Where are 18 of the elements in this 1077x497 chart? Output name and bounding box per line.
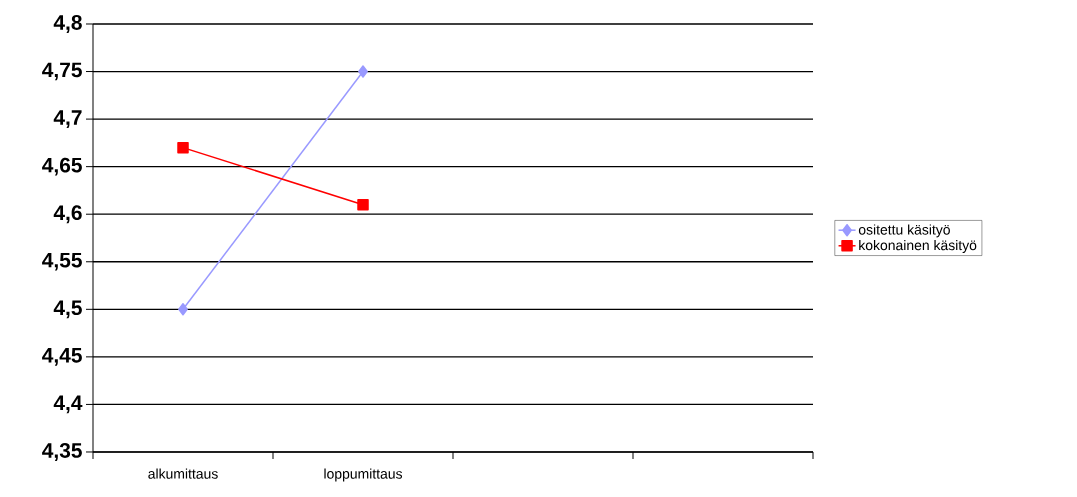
point (357, 198, 369, 211)
x-tick-label: alkumittaus (148, 468, 218, 479)
y-tick-label: 4,75 (42, 62, 82, 81)
point (177, 141, 189, 154)
legend-label: kokonainen käsityö (859, 239, 977, 253)
y-tick-label: 4,6 (53, 205, 82, 224)
y-tick-label: 4,45 (42, 348, 82, 366)
y-tick-label: 4,55 (42, 252, 82, 271)
point (178, 303, 188, 316)
x-tick-label: loppumittaus (324, 468, 403, 482)
y-tick-label: 4,65 (42, 157, 82, 176)
y-tick-label: 4,7 (53, 110, 82, 128)
y-tick-label: 4,8 (53, 15, 82, 33)
y-tick-label: 4,35 (42, 443, 82, 461)
y-tick-label: 4,4 (53, 395, 83, 414)
legend-label: ositettu käsityö (858, 224, 950, 238)
point (358, 65, 368, 78)
y-tick-label: 4,5 (53, 300, 82, 319)
